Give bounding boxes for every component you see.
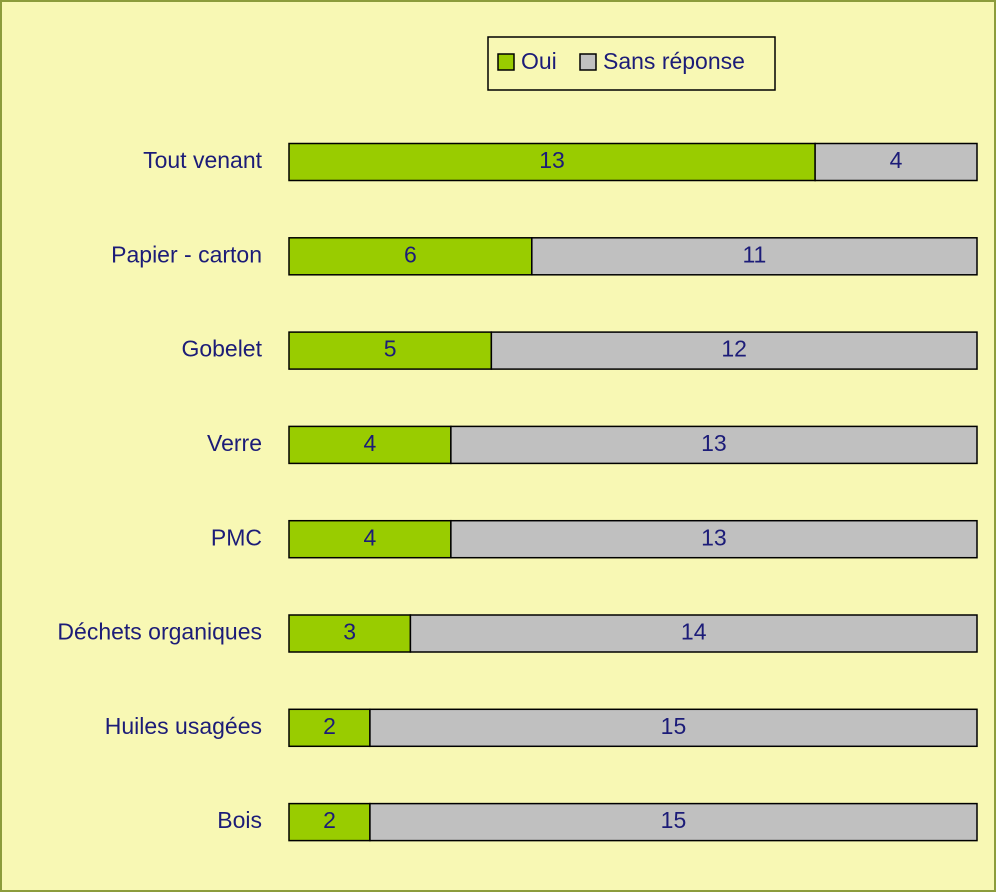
bar-segment bbox=[450, 425, 978, 465]
data-label: 5 bbox=[384, 336, 397, 362]
y-tick-label: Tout venant bbox=[143, 147, 263, 173]
legend-label: Sans réponse bbox=[603, 48, 745, 74]
legend-label: Oui bbox=[521, 48, 557, 74]
bar-segment bbox=[288, 614, 412, 653]
y-tick-label: Bois bbox=[217, 807, 262, 833]
data-label: 6 bbox=[404, 241, 417, 267]
data-label: 3 bbox=[343, 619, 356, 645]
y-tick-label: PMC bbox=[211, 524, 262, 550]
y-tick-label: Gobelet bbox=[181, 336, 262, 362]
bar-segment bbox=[369, 802, 978, 842]
y-tick-label: Déchets organiques bbox=[57, 619, 262, 645]
legend-box bbox=[487, 36, 776, 91]
bar-segment bbox=[288, 237, 533, 276]
data-label: 11 bbox=[742, 241, 766, 267]
data-label: 15 bbox=[661, 807, 687, 833]
bar-segment bbox=[490, 331, 978, 370]
bar-segment bbox=[409, 614, 978, 653]
data-label: 13 bbox=[701, 430, 727, 456]
data-label: 14 bbox=[681, 619, 707, 645]
y-tick-label: Huiles usagées bbox=[105, 713, 262, 739]
data-label: 4 bbox=[364, 430, 377, 456]
data-label: 13 bbox=[701, 524, 727, 550]
data-label: 2 bbox=[323, 807, 336, 833]
data-label: 12 bbox=[721, 336, 747, 362]
data-label: 2 bbox=[323, 713, 336, 739]
y-tick-label: Papier - carton bbox=[111, 241, 262, 267]
data-label: 15 bbox=[661, 713, 687, 739]
bar-segment bbox=[288, 425, 452, 465]
data-label: 4 bbox=[890, 147, 903, 173]
bar-segment bbox=[369, 708, 978, 748]
bar-segment bbox=[288, 331, 493, 370]
bar-segment bbox=[814, 142, 978, 182]
y-tick-label: Verre bbox=[207, 430, 262, 456]
data-label: 4 bbox=[364, 524, 377, 550]
bar-segment bbox=[531, 237, 978, 276]
bar-segment bbox=[288, 142, 816, 182]
bar-segment bbox=[288, 802, 371, 842]
legend-swatch bbox=[579, 53, 597, 71]
data-label: 13 bbox=[539, 147, 565, 173]
bar-segment bbox=[450, 519, 978, 559]
legend-swatch bbox=[497, 53, 515, 71]
